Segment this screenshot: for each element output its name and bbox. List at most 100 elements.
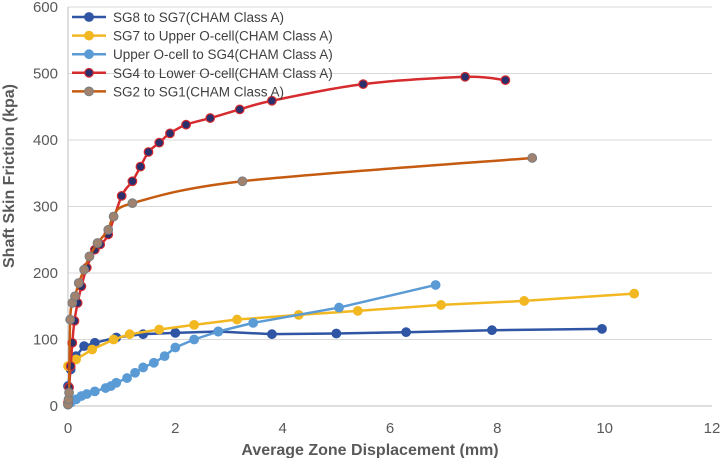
legend-label: Upper O-cell to SG4(CHAM Class A) (113, 47, 333, 62)
data-point (154, 324, 165, 335)
data-point (84, 251, 95, 262)
legend-swatch-marker (84, 30, 94, 41)
legend-item: SG2 to SG1(CHAM Class A) (72, 84, 284, 99)
legend-item: Upper O-cell to SG4(CHAM Class A) (72, 47, 333, 62)
y-tick-label: 0 (50, 398, 58, 415)
data-point (267, 329, 277, 340)
x-tick-label: 0 (64, 420, 72, 437)
data-point (116, 190, 127, 201)
data-point (181, 119, 191, 130)
data-point (430, 280, 441, 290)
series-0 (63, 323, 607, 391)
data-point (87, 344, 98, 355)
data-point (159, 351, 170, 362)
data-point (331, 328, 342, 339)
data-point (73, 278, 84, 288)
legend-swatch-marker (84, 67, 94, 78)
data-point (267, 95, 277, 106)
data-point (70, 291, 80, 302)
data-point (122, 373, 132, 383)
x-tick-label: 2 (171, 420, 179, 437)
data-point (597, 323, 607, 334)
y-tick-label: 500 (33, 66, 58, 83)
legend-label: SG2 to SG1(CHAM Class A) (113, 84, 284, 99)
data-point (460, 71, 471, 82)
data-point (500, 75, 511, 86)
data-point (154, 137, 165, 148)
data-point (89, 386, 100, 397)
data-point (124, 329, 135, 340)
data-point (170, 327, 181, 338)
legend-swatch-marker (84, 49, 94, 60)
data-point (81, 389, 92, 399)
data-point (92, 238, 103, 248)
x-tick-label: 10 (596, 420, 613, 437)
x-axis-title: Average Zone Displacement (mm) (241, 442, 498, 458)
y-tick-label: 200 (33, 265, 58, 282)
data-point (234, 104, 245, 115)
axes (67, 7, 712, 407)
y-axis-title: Shaft Skin Friction (kpa) (1, 84, 18, 268)
data-point (79, 264, 89, 275)
data-point (401, 327, 412, 338)
data-point (111, 377, 122, 388)
data-point (135, 161, 146, 172)
data-point (138, 362, 149, 373)
data-point (64, 387, 74, 398)
data-point (127, 198, 138, 209)
series-line (66, 75, 506, 403)
series-line (67, 283, 436, 406)
series-group (63, 71, 640, 410)
tick-labels: 0 100 200 300 400 500 600 0 2 4 6 8 10 12 (33, 0, 720, 437)
data-point (108, 211, 119, 222)
data-point (65, 314, 76, 325)
legend-label: SG4 to Lower O-cell(CHAM Class A) (113, 66, 333, 81)
legend-item: SG4 to Lower O-cell(CHAM Class A) (72, 66, 333, 81)
data-point (519, 296, 530, 306)
data-point (487, 325, 497, 336)
data-point (213, 326, 224, 337)
x-tick-label: 12 (704, 420, 720, 437)
data-point (232, 314, 242, 325)
series-3 (63, 71, 511, 408)
legend-item: SG8 to SG7(CHAM Class A) (72, 10, 284, 25)
y-tick-label: 600 (33, 0, 58, 16)
x-tick-label: 4 (278, 420, 286, 437)
data-point (205, 113, 216, 123)
x-tick-label: 8 (493, 420, 501, 437)
data-point (189, 334, 200, 345)
data-point (358, 79, 369, 90)
data-point (189, 319, 200, 330)
data-point (334, 302, 344, 313)
data-point (148, 357, 159, 368)
data-point (130, 367, 140, 378)
data-point (165, 128, 175, 139)
series-line (66, 156, 533, 405)
series-1 (63, 288, 640, 372)
y-tick-label: 300 (33, 199, 58, 216)
data-point (103, 224, 114, 235)
data-point (170, 342, 181, 353)
legend-swatch-marker (84, 86, 94, 97)
data-point (629, 288, 640, 299)
y-tick-label: 400 (33, 132, 58, 149)
data-point (352, 306, 363, 316)
legend-item: SG7 to Upper O-cell(CHAM Class A) (72, 29, 333, 44)
series-2 (63, 280, 441, 410)
legend-label: SG7 to Upper O-cell(CHAM Class A) (113, 29, 333, 44)
y-tick-label: 100 (33, 332, 58, 349)
data-point (79, 341, 89, 352)
x-tick-label: 6 (386, 420, 394, 437)
data-point (527, 153, 538, 163)
data-point (143, 147, 154, 157)
data-point (127, 176, 138, 187)
data-point (248, 317, 259, 328)
data-point (237, 176, 248, 187)
gridlines (68, 6, 712, 340)
data-point (436, 300, 446, 310)
legend-label: SG8 to SG7(CHAM Class A) (113, 10, 284, 25)
legend-swatch-marker (84, 12, 94, 22)
data-point (108, 334, 119, 345)
